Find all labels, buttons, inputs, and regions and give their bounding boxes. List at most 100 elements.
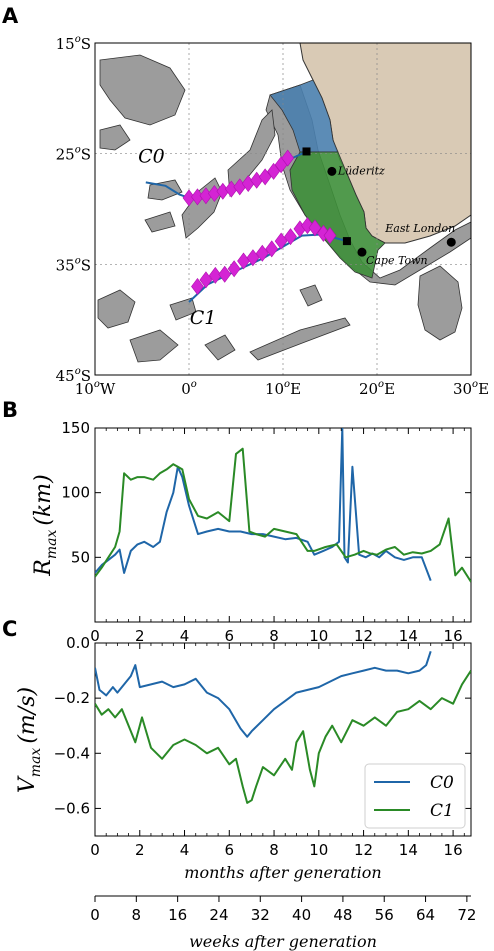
map-panel: Lüderitz Cape Town East London C0 C1 15oS 25o…: [56, 34, 489, 398]
c1-diamond-1: [199, 271, 213, 289]
lon-tick-label-0: 10oW: [75, 379, 116, 398]
x-tick-label-3: 6: [225, 627, 235, 645]
c1-diamond-13: [308, 219, 322, 237]
weeks-tick-label-9: 72: [457, 906, 476, 924]
panel-letter-a: A: [2, 4, 19, 28]
weeks-tick-label-3: 24: [209, 906, 228, 924]
x-tick-label-1: 2: [135, 627, 145, 645]
c1-track-label: C1: [190, 307, 217, 329]
y-tick-label-2: 150: [61, 419, 90, 437]
rmax-panel: 0 2 4 6 8 10 12 14 16 50 100 150 Rmax(km): [31, 419, 472, 645]
x-tick-label-3: 6: [225, 841, 235, 859]
months-axis-title: months after generation: [184, 863, 381, 882]
rmax-axes: 0 2 4 6 8 10 12 14 16 50 100 150: [61, 419, 471, 645]
weeks-tick-label-6: 48: [333, 906, 352, 924]
place-markers: Lüderitz Cape Town East London C0 C1: [138, 146, 456, 329]
x-tick-label-6: 12: [354, 841, 373, 859]
x-tick-label-0: 0: [90, 841, 100, 859]
legend-c0-label: C0: [430, 773, 454, 793]
place-label-2: East London: [384, 222, 455, 235]
weeks-tick-label-1: 8: [132, 906, 142, 924]
series-c1-line: [95, 670, 471, 804]
legend-c1-label: C1: [430, 801, 454, 821]
x-tick-label-8: 16: [444, 841, 463, 859]
vmax-axes: 0 2 4 6 8 10 12 14 16 0.0 −0.2 −0.4 −0.6: [54, 634, 471, 859]
c1-diamond-15: [323, 227, 337, 245]
y-tick-label-0: 0.0: [66, 634, 90, 652]
c0-diamond-9: [258, 168, 272, 186]
x-tick-label-7: 14: [399, 841, 418, 859]
x-tick-label-4: 8: [269, 841, 279, 859]
y-tick-label-1: −0.2: [54, 689, 90, 707]
c1-diamond-2: [208, 266, 222, 284]
lat-tick-label-2: 35oS: [56, 255, 91, 274]
lon-tick-label-4: 30oE: [453, 379, 489, 398]
c1-diamond-3: [218, 265, 232, 283]
vmax-series: [95, 650, 471, 804]
lat-tick-label-0: 15oS: [56, 34, 91, 53]
c0-origin-marker: [302, 147, 311, 156]
vmax-frame: [94, 642, 472, 837]
y-tick-label-1: 100: [61, 484, 90, 502]
y-tick-label-0: 50: [71, 548, 90, 566]
series-c1-line: [95, 447, 471, 583]
lon-tick-label-3: 20oE: [359, 379, 395, 398]
lat-tick-label-1: 25oS: [56, 145, 91, 164]
lat-tick-label-3: 45oS: [56, 366, 91, 385]
rmax-frame: [94, 427, 472, 623]
c0-diamond-12: [281, 149, 295, 167]
place-label-1: Cape Town: [366, 254, 428, 267]
eddy-tracks: [145, 147, 351, 303]
c1-diamond-8: [265, 240, 279, 258]
c1-diamond-4: [227, 260, 241, 278]
weeks-axis-title: weeks after generation: [189, 932, 377, 951]
c0-diamond-10: [267, 162, 280, 180]
map-frame: [94, 42, 472, 376]
place-dot-2: [446, 237, 456, 247]
x-tick-label-4: 8: [269, 627, 279, 645]
series-c0-line: [95, 428, 432, 581]
x-tick-label-5: 10: [309, 627, 328, 645]
weeks-tick-label-7: 56: [375, 906, 394, 924]
x-tick-label-2: 4: [180, 627, 190, 645]
place-label-0: Lüderitz: [337, 164, 385, 177]
lon-tick-label-2: 10oE: [265, 379, 301, 398]
legend-box: [364, 763, 466, 829]
weeks-tick-label-5: 40: [292, 906, 311, 924]
rmax-y-label: Rmax(km): [31, 474, 60, 576]
northern-region-shading: [269, 79, 339, 153]
x-tick-label-7: 14: [399, 627, 418, 645]
x-tick-label-2: 4: [180, 841, 190, 859]
x-tick-label-5: 10: [309, 841, 328, 859]
x-tick-label-6: 12: [354, 627, 373, 645]
c1-origin-marker: [342, 237, 351, 246]
vmax-panel: 0 2 4 6 8 10 12 14 16 0.0 −0.2 −0.4 −0.6 Vmax(m/s) C…: [15, 634, 472, 882]
weeks-tick-label-0: 0: [90, 906, 100, 924]
place-dot-1: [357, 247, 367, 257]
c1-diamond-7: [255, 244, 269, 262]
x-tick-label-0: 0: [90, 627, 100, 645]
y-tick-label-3: −0.6: [54, 799, 90, 817]
y-tick-label-2: −0.4: [54, 744, 90, 762]
c1-diamond-9: [274, 232, 288, 250]
series-c0-line: [95, 650, 432, 738]
place-dot-0: [327, 166, 337, 176]
vmax-y-label: Vmax(m/s): [15, 687, 44, 793]
weeks-axis: weeks after generation 0 8 16 24 32 40 48 56 64 7…: [90, 895, 476, 951]
c0-track-label: C0: [138, 146, 165, 168]
panel-letter-c: C: [2, 617, 17, 641]
rmax-series: [95, 428, 471, 583]
weeks-tick-label-8: 64: [416, 906, 435, 924]
c1-diamond-0: [191, 277, 204, 295]
weeks-tick-label-2: 16: [168, 906, 187, 924]
southern-region-shading: [289, 151, 386, 279]
x-tick-label-8: 16: [444, 627, 463, 645]
panel-letter-b: B: [2, 398, 18, 422]
c1-diamond-10: [284, 228, 297, 246]
lon-tick-label-1: 0o: [181, 379, 197, 398]
c1-diamond-6: [246, 249, 260, 267]
weeks-tick-label-4: 32: [251, 906, 270, 924]
map-gridlines: [95, 43, 471, 375]
